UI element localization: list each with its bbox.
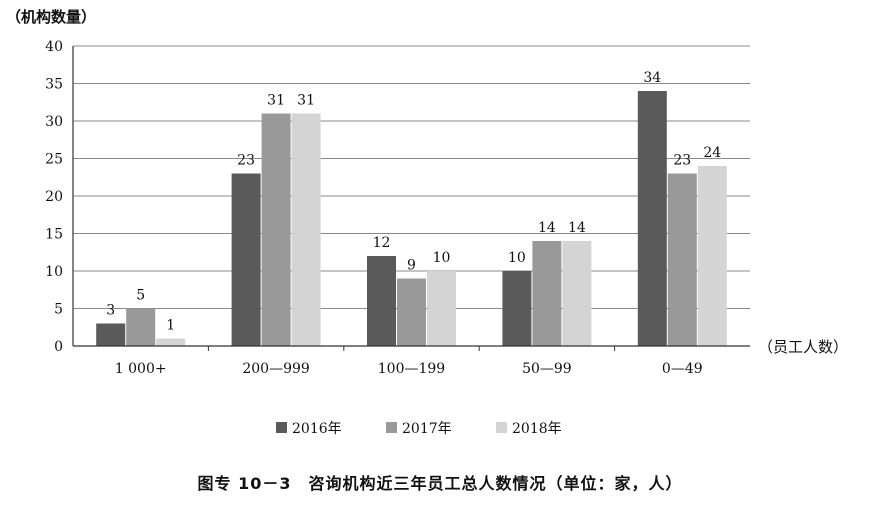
data-label: 10 — [433, 250, 451, 266]
bar — [126, 308, 156, 346]
y-tick-label: 15 — [45, 227, 63, 243]
data-label: 9 — [407, 258, 416, 274]
bar — [532, 241, 562, 346]
bar — [562, 241, 592, 346]
x-tick-label: 200—999 — [242, 361, 309, 377]
data-label: 31 — [297, 93, 315, 109]
data-label: 14 — [568, 220, 586, 236]
bar — [667, 173, 697, 346]
bar — [637, 91, 667, 346]
data-label: 5 — [136, 288, 145, 304]
legend-swatch — [386, 422, 397, 433]
y-tick-label: 25 — [45, 152, 63, 168]
legend-swatch — [276, 422, 287, 433]
data-label: 24 — [703, 145, 721, 161]
data-label: 23 — [237, 153, 255, 169]
data-label: 3 — [106, 303, 115, 319]
y-tick-label: 35 — [45, 77, 63, 93]
data-label: 10 — [508, 250, 526, 266]
bar — [427, 271, 456, 346]
figure-caption: 图专 10－3 咨询机构近三年员工总人数情况（单位：家，人） — [197, 474, 683, 493]
legend-label: 2018年 — [512, 421, 562, 437]
data-label: 1 — [166, 318, 175, 334]
y-tick-label: 40 — [45, 39, 63, 55]
data-label: 31 — [267, 93, 285, 109]
x-tick-label: 0—49 — [662, 361, 703, 377]
bar — [291, 113, 321, 346]
legend: 2016年 2017年 2018年 — [276, 421, 562, 437]
y-tick-label: 30 — [45, 114, 63, 130]
bar — [367, 256, 396, 346]
y-tick-label: 10 — [45, 264, 63, 280]
x-axis-title: （员工人数） — [758, 338, 848, 356]
legend-label: 2016年 — [292, 421, 342, 437]
bar — [397, 278, 426, 346]
legend-swatch — [496, 422, 507, 433]
data-label: 12 — [373, 235, 391, 251]
data-label: 23 — [673, 153, 691, 169]
bar — [96, 323, 126, 346]
data-label: 14 — [538, 220, 556, 236]
data-labels: 3 5 1 23 31 31 12 9 10 10 14 14 34 23 24 — [106, 70, 721, 334]
x-tick-label: 100—199 — [378, 361, 445, 377]
bar — [261, 113, 291, 346]
bar — [697, 166, 727, 346]
y-tick-label: 20 — [45, 189, 63, 205]
bar — [156, 338, 186, 346]
bar — [502, 271, 532, 346]
y-tick-label: 5 — [54, 302, 63, 318]
y-tick-label: 0 — [54, 339, 63, 355]
x-tick-label: 50—99 — [522, 361, 572, 377]
bars — [96, 91, 727, 346]
data-label: 34 — [643, 70, 661, 86]
gridlines — [73, 45, 750, 309]
bar — [231, 173, 261, 346]
y-axis-title: （机构数量） — [6, 8, 96, 26]
legend-label: 2017年 — [402, 421, 452, 437]
x-tick-label: 1 000+ — [115, 361, 167, 377]
